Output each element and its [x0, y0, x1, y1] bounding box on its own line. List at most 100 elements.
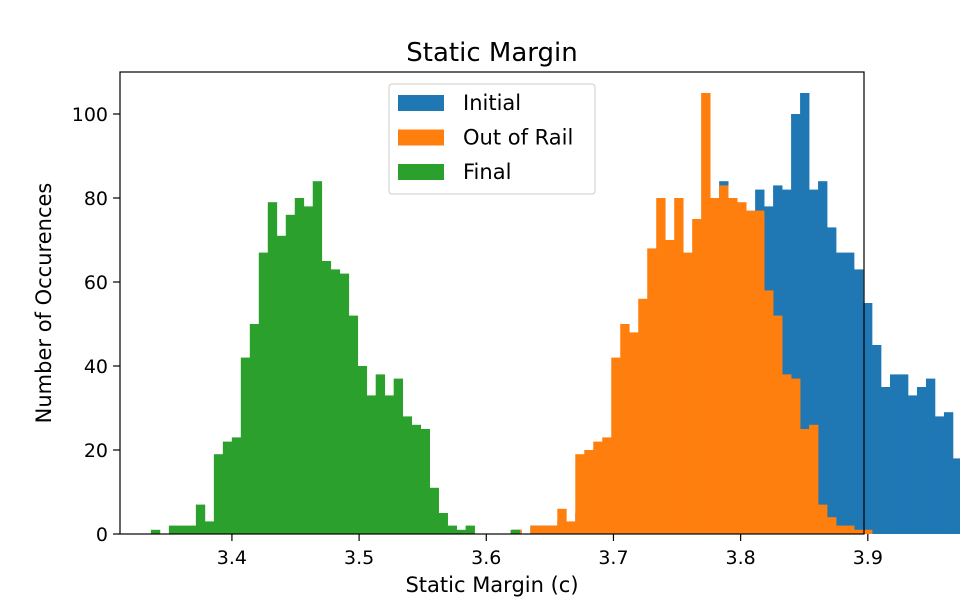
histogram-bar	[447, 525, 457, 534]
histogram-bar	[510, 529, 520, 534]
y-tick-label: 100	[72, 104, 108, 126]
histogram-bar	[303, 206, 314, 534]
histogram-bar	[827, 517, 837, 534]
histogram-bar	[943, 412, 954, 534]
histogram-bar	[791, 114, 801, 534]
chart-title: Static Margin	[406, 38, 577, 68]
histogram-bar	[836, 252, 846, 534]
histogram-bar	[168, 525, 179, 534]
histogram-bar	[934, 416, 945, 534]
histogram-bar	[348, 315, 359, 534]
histogram-bar	[402, 416, 413, 534]
histogram-bar	[213, 454, 224, 534]
histogram-bar	[429, 487, 439, 534]
histogram-bar	[907, 395, 918, 534]
histogram-bar	[773, 315, 783, 534]
histogram-bar	[366, 395, 377, 534]
histogram-bar	[710, 198, 720, 534]
histogram-bar	[222, 441, 233, 534]
histogram-bar	[456, 529, 466, 534]
histogram-bar	[557, 508, 567, 534]
x-tick-label: 3.5	[344, 547, 374, 569]
histogram-bar	[393, 378, 404, 534]
histogram-bar	[330, 269, 341, 534]
histogram-bar	[952, 458, 960, 534]
histogram-bar	[629, 332, 639, 534]
histogram-bar	[231, 437, 242, 534]
histogram-bar	[755, 210, 765, 534]
histogram-bar	[294, 198, 305, 534]
histogram-bar	[746, 210, 756, 534]
histogram-bar	[782, 189, 792, 534]
histogram-bar	[647, 248, 657, 534]
histogram-bar	[845, 525, 855, 534]
histogram-bar	[737, 202, 747, 534]
histogram-bar	[818, 504, 828, 534]
histogram-bar	[881, 387, 891, 534]
y-tick-label: 20	[84, 440, 108, 462]
histogram-bar	[420, 429, 430, 534]
x-tick-label: 3.6	[471, 547, 501, 569]
histogram-bar	[764, 290, 774, 534]
histogram-bar	[620, 324, 630, 534]
histogram-bar	[809, 189, 819, 534]
histogram-bar	[276, 235, 287, 535]
histogram-bar	[285, 214, 296, 535]
y-tick-label: 80	[84, 188, 108, 210]
histogram-bar	[321, 261, 332, 534]
x-tick-label: 3.9	[853, 547, 883, 569]
series-final	[150, 181, 520, 535]
histogram-bar	[602, 437, 612, 534]
histogram-bar	[375, 374, 386, 534]
histogram-bar	[827, 227, 837, 534]
histogram-bar	[674, 198, 684, 534]
histogram-bar	[791, 378, 801, 534]
histogram-bar	[782, 374, 792, 534]
y-tick-label: 40	[84, 356, 108, 378]
histogram-bar	[800, 93, 810, 534]
histogram-bar	[465, 525, 475, 534]
legend-label: Initial	[463, 91, 521, 115]
histogram-bar	[665, 240, 675, 534]
histogram-bar	[195, 504, 206, 534]
y-axis: 0 20 40 60 80 100	[72, 104, 120, 546]
x-tick-label: 3.7	[598, 547, 628, 569]
histogram-bar	[638, 298, 648, 534]
x-axis: 3.4 3.5 3.6 3.7 3.8 3.9	[217, 534, 883, 569]
histogram-bar	[872, 345, 882, 534]
histogram-bar	[267, 202, 278, 534]
histogram-bar	[438, 513, 448, 534]
histogram-bar	[611, 357, 621, 534]
histogram-bar	[204, 521, 215, 534]
histogram-bar	[357, 366, 368, 534]
histogram-bar	[925, 378, 936, 534]
histogram-bar	[656, 198, 666, 534]
histogram-bar	[150, 529, 161, 534]
histogram-bar	[593, 441, 603, 534]
histogram-bar	[701, 93, 711, 534]
bars-layer	[150, 93, 960, 535]
histogram-bar	[384, 395, 395, 534]
x-tick-label: 3.8	[726, 547, 756, 569]
series-out-of-rail	[512, 93, 873, 534]
legend-label: Out of Rail	[463, 126, 573, 150]
histogram-bar	[692, 219, 702, 534]
histogram-bar	[683, 252, 693, 534]
histogram-bar	[836, 525, 846, 534]
legend: Initial Out of Rail Final	[388, 83, 596, 195]
y-tick-label: 60	[84, 272, 108, 294]
y-axis-label: Number of Occurences	[32, 183, 56, 424]
histogram-bar	[818, 181, 828, 534]
histogram-bar	[584, 450, 594, 534]
plot-frame	[119, 71, 865, 535]
histogram-bar	[854, 269, 864, 534]
histogram-bar	[530, 525, 540, 534]
histogram-bar	[548, 525, 558, 534]
histogram-bar	[898, 374, 909, 534]
histogram-bar	[339, 273, 350, 534]
histogram-bar	[312, 181, 323, 534]
histogram-bar	[890, 374, 900, 534]
histogram-bar	[854, 529, 864, 534]
